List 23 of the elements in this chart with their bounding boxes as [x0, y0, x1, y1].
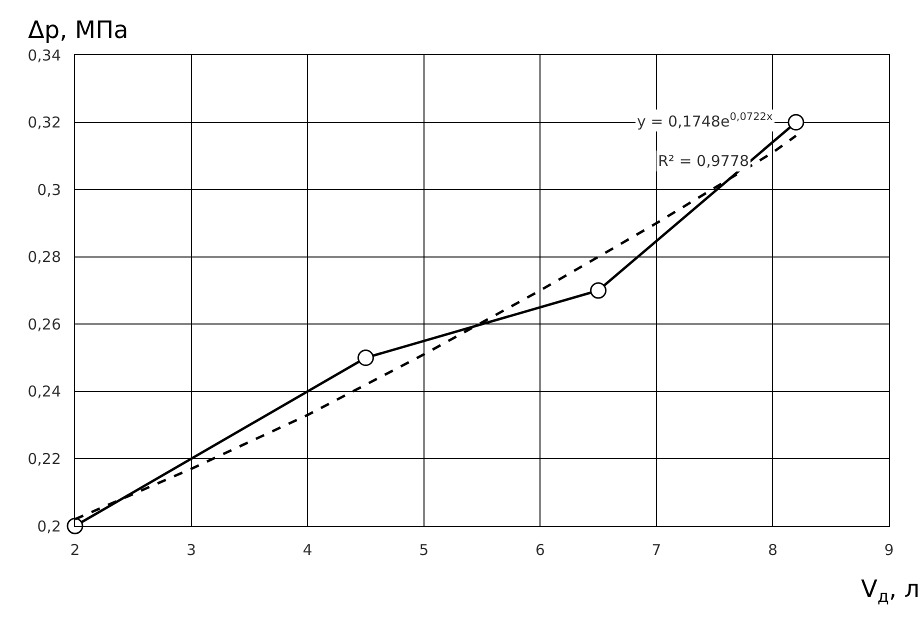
annotation: y = 0,1748e$^{0,0722x}$ — [637, 111, 773, 130]
x-axis-title: V$_{д}$, л — [861, 575, 920, 606]
x-tick-label: 6 — [535, 541, 545, 559]
y-tick-label: 0,22 — [28, 450, 61, 468]
y-axis-title: Δp, МПа — [28, 16, 128, 44]
point — [357, 350, 374, 366]
x-tick-label: 2 — [70, 541, 80, 559]
y-tick-label: 0,2 — [37, 517, 61, 536]
y-tick-label: 0,32 — [28, 114, 61, 132]
x-tick-label: 3 — [186, 541, 196, 559]
y-tick-label: 0,26 — [28, 315, 61, 334]
annotation: R² = 0,9778 — [658, 152, 750, 170]
point — [788, 114, 804, 131]
y-tick-label: 0,34 — [28, 46, 61, 64]
y-tick-label: 0,24 — [28, 382, 61, 401]
x-tick-label: 9 — [884, 541, 894, 559]
x-tick-label: 5 — [419, 541, 429, 559]
x-tick-label: 7 — [652, 541, 662, 559]
x-tick-label: 8 — [768, 541, 778, 559]
point — [590, 282, 607, 299]
y-tick-label: 0,28 — [28, 248, 61, 266]
y-tick-label: 0,3 — [37, 180, 61, 199]
x-tick-label: 4 — [302, 541, 312, 559]
